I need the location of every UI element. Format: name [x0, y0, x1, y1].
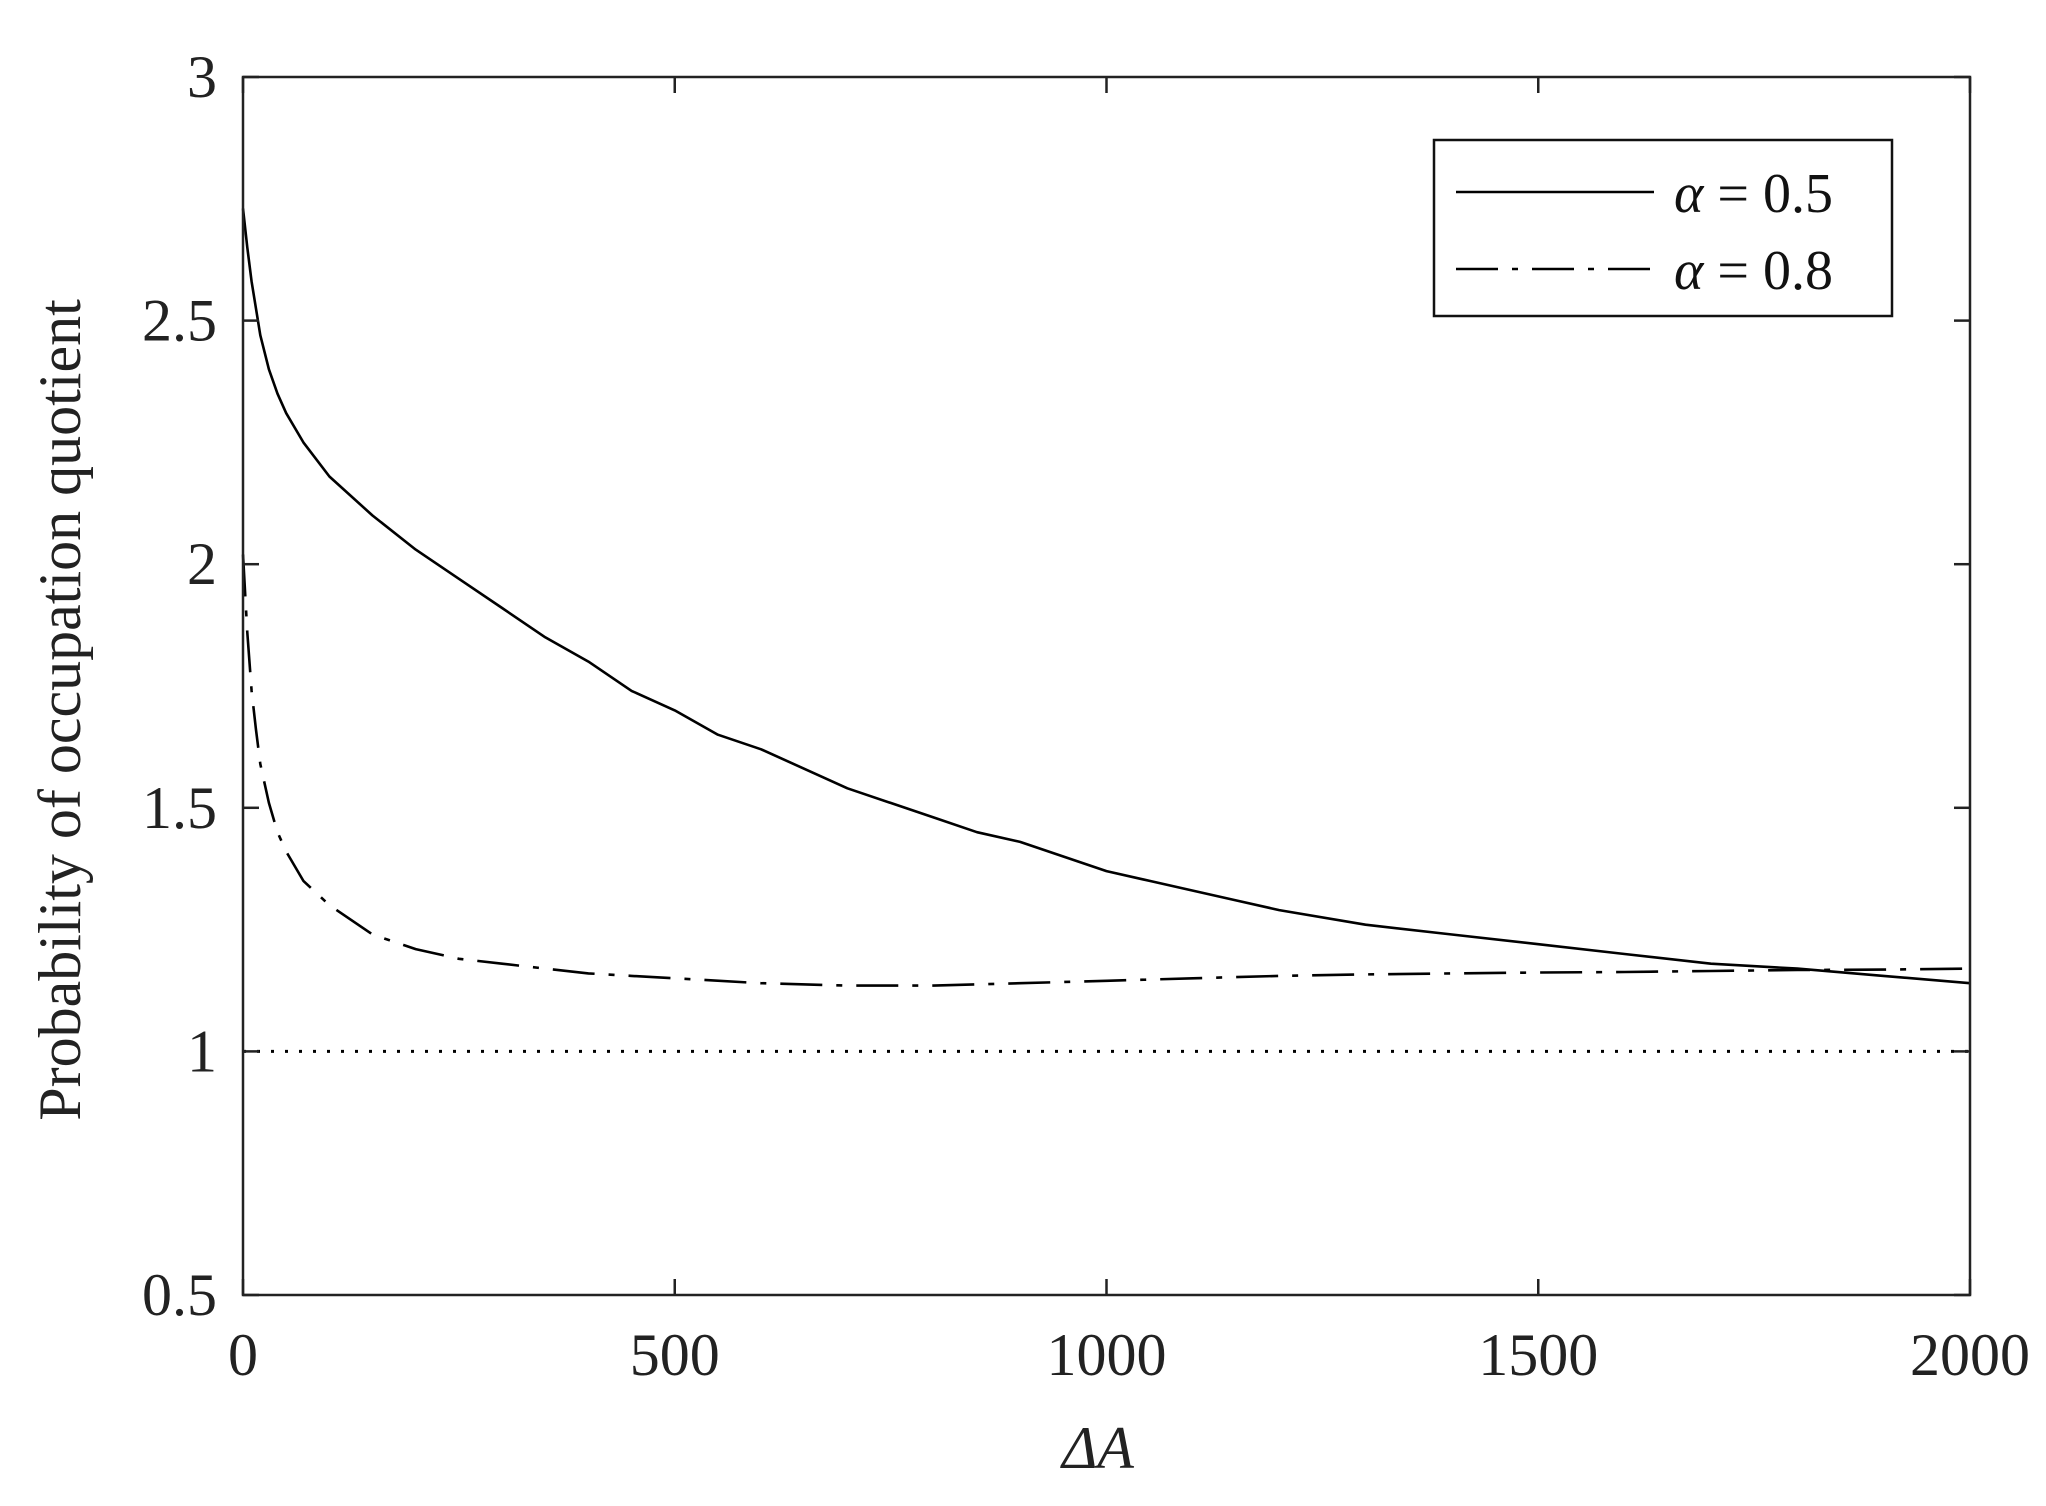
axes — [241, 75, 1972, 1297]
y-tick-label: 1 — [187, 1018, 217, 1084]
tick-labels: 0 500 1000 1500 2000 0.5 1 1.5 2 2.5 3 — [142, 44, 2030, 1388]
y-tick-label: 2.5 — [142, 288, 217, 354]
y-tick-label: 0.5 — [142, 1262, 217, 1328]
plot-area — [241, 208, 1971, 1053]
y-axis-label: Probability of occupation quotient — [27, 299, 93, 1121]
legend-value: = 0.8 — [1703, 240, 1833, 302]
y-tick-label: 2 — [187, 531, 217, 597]
x-tick-label: 2000 — [1910, 1322, 2030, 1388]
x-tick-label: 500 — [630, 1322, 720, 1388]
legend-value: = 0.5 — [1703, 163, 1833, 225]
y-tick-label: 3 — [187, 44, 217, 110]
legend-box — [1432, 138, 1894, 318]
x-tick-label: 1000 — [1047, 1322, 1167, 1388]
legend-label: α = 0.8 — [1674, 240, 1833, 302]
legend-label: α = 0.5 — [1674, 163, 1833, 225]
legend-symbol: α — [1674, 240, 1705, 302]
x-tick-label: 0 — [228, 1322, 258, 1388]
x-axis-label: ΔA — [1060, 1415, 1134, 1481]
legend: α = 0.5α = 0.8 — [1432, 138, 1894, 318]
x-tick-label: 1500 — [1478, 1322, 1598, 1388]
series-line-1 — [241, 554, 1971, 987]
y-tick-label: 1.5 — [142, 775, 217, 841]
legend-symbol: α — [1674, 163, 1705, 225]
series-line-0 — [241, 208, 1971, 985]
